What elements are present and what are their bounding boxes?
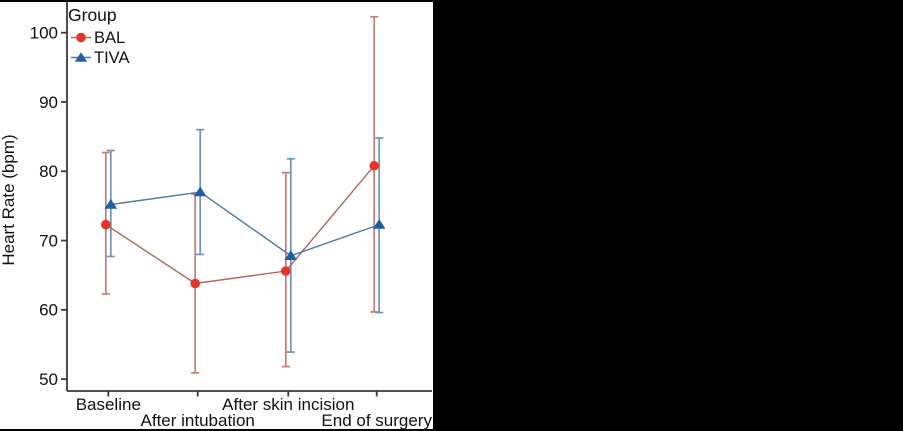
series-lines-layer [105, 165, 380, 285]
legend-marker-circle-icon [76, 32, 86, 43]
x-tick-label: Baseline [76, 395, 141, 414]
y-tick-label: 100 [30, 24, 58, 43]
data-point-tiva [284, 250, 298, 260]
legend-item-tiva: TIVA [71, 49, 129, 67]
y-tick-label: 60 [39, 301, 58, 320]
series-line-tiva [110, 191, 380, 257]
data-point-tiva [372, 219, 386, 229]
legend: Group BAL TIVA [68, 5, 129, 67]
data-point-bal [369, 160, 380, 171]
x-tick-label: After intubation [141, 411, 255, 430]
y-axis-title: Heart Rate (bpm) [0, 134, 18, 265]
data-point-tiva [193, 186, 207, 197]
y-tick-label: 90 [39, 93, 58, 112]
data-point-tiva [104, 198, 118, 209]
data-point-bal [101, 219, 111, 230]
data-point-bal [281, 266, 291, 276]
legend-label-tiva: TIVA [94, 49, 129, 67]
legend-item-bal: BAL [71, 29, 125, 47]
plot-panel [0, 2, 433, 429]
x-tick-label: End of surgery [321, 411, 432, 430]
legend-label-bal: BAL [94, 29, 125, 47]
legend-marker-triangle-icon [74, 52, 88, 62]
y-tick-label: 70 [39, 231, 58, 250]
data-point-bal [190, 278, 200, 289]
markers-layer [101, 160, 386, 289]
y-tick-label: 50 [39, 370, 58, 389]
y-tick-label: 80 [39, 162, 58, 181]
legend-title: Group [68, 5, 117, 25]
series-line-bal [105, 165, 375, 285]
x-tick-label: After skin incision [222, 395, 354, 414]
